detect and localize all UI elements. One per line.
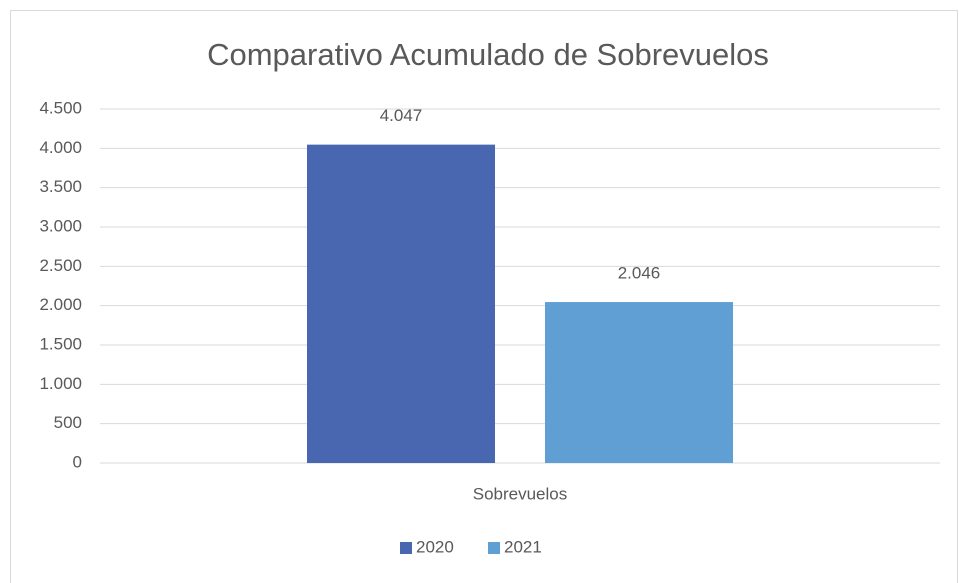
y-tick-label: 4.500 xyxy=(39,98,82,117)
data-label: 2.046 xyxy=(618,264,661,283)
y-tick-label: 3.500 xyxy=(39,177,82,196)
legend-label: 2020 xyxy=(416,537,454,556)
y-tick-label: 1.500 xyxy=(39,334,82,353)
legend-swatch xyxy=(488,542,500,554)
bar xyxy=(545,302,733,463)
y-tick-label: 0 xyxy=(73,452,82,471)
y-tick-label: 2.000 xyxy=(39,295,82,314)
y-tick-label: 4.000 xyxy=(39,138,82,157)
y-tick-label: 1.000 xyxy=(39,374,82,393)
chart-title: Comparativo Acumulado de Sobrevuelos xyxy=(207,37,769,72)
y-tick-label: 500 xyxy=(54,413,82,432)
x-tick-label: Sobrevuelos xyxy=(473,484,568,503)
legend-label: 2021 xyxy=(504,537,542,556)
bar xyxy=(307,144,495,464)
legend-swatch xyxy=(400,542,412,554)
y-tick-label: 3.000 xyxy=(39,216,82,235)
y-tick-label: 2.500 xyxy=(39,256,82,275)
data-label: 4.047 xyxy=(380,106,423,125)
